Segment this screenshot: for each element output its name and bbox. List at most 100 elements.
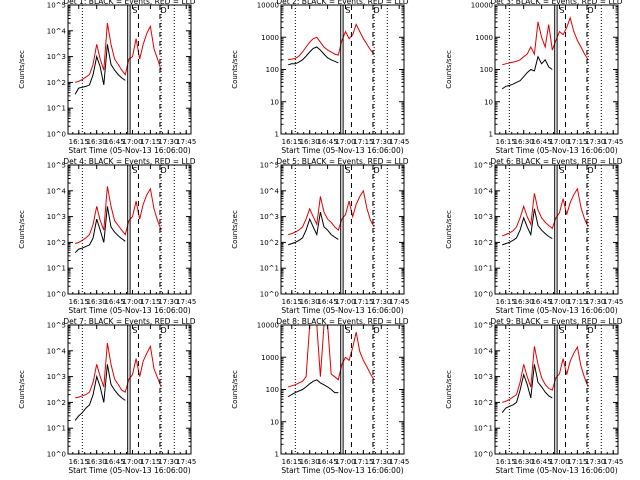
x-axis-title: Start Time (05-Nov-13 16:06:00)	[281, 306, 403, 315]
y-tick-label: 1	[275, 451, 279, 459]
x-tick-label: 17:45	[389, 298, 409, 306]
plot-frame	[280, 164, 405, 295]
x-tick-label: 16:15	[282, 458, 302, 466]
panel-title: Det 1: BLACK = Events, RED = LLD	[63, 0, 195, 6]
time-marker-glyph: S	[559, 326, 564, 335]
events-series-line	[288, 211, 339, 246]
x-tick-label: 16:45	[531, 298, 551, 306]
y-axis-title: Counts/sec	[231, 50, 239, 89]
y-tick-label: 10^4	[474, 187, 494, 195]
plot-frame	[280, 4, 405, 135]
events-series-line	[74, 364, 126, 421]
lld-series-line	[75, 342, 162, 399]
x-tick-label: 17:15	[353, 458, 373, 466]
y-tick-label: 10^4	[47, 27, 67, 35]
lld-series-line	[75, 186, 162, 245]
x-tick-label: 17:30	[158, 458, 178, 466]
x-tick-label: 17:30	[371, 458, 391, 466]
plot-frame	[494, 164, 619, 295]
panel-title: Det 2: BLACK = Events, RED = LLD	[276, 0, 408, 6]
x-tick-label: 16:30	[87, 458, 107, 466]
events-series-line	[501, 55, 553, 90]
x-tick-label: 17:15	[140, 138, 160, 146]
x-tick-label: 16:45	[317, 138, 337, 146]
x-tick-label: 16:45	[104, 138, 124, 146]
x-tick-label: 17:45	[603, 138, 623, 146]
y-axis-title: Counts/sec	[231, 370, 239, 409]
y-tick-label: 10000	[471, 2, 493, 10]
x-tick-label: 16:15	[282, 298, 302, 306]
y-tick-label: 10^3	[474, 213, 493, 221]
panel-title: Det 5: BLACK = Events, RED = LLD	[276, 157, 408, 166]
y-tick-label: 10^3	[47, 53, 66, 61]
y-tick-label: 1000	[475, 34, 493, 42]
lld-series-line	[288, 324, 375, 388]
y-axis-title: Counts/sec	[18, 370, 26, 409]
x-axis-title: Start Time (05-Nov-13 16:06:00)	[68, 306, 190, 315]
y-tick-label: 10^0	[260, 291, 279, 299]
y-tick-label: 10^0	[47, 291, 66, 299]
x-tick-label: 16:30	[87, 138, 107, 146]
y-tick-label: 10^5	[47, 2, 66, 10]
y-tick-label: 1	[275, 131, 279, 139]
time-marker-glyph: S	[559, 166, 564, 175]
y-tick-label: 10^0	[474, 291, 493, 299]
x-tick-label: 16:30	[514, 138, 534, 146]
events-series-line	[74, 44, 126, 95]
time-marker-glyph: S	[345, 166, 350, 175]
panel-title: Det 6: BLACK = Events, RED = LLD	[490, 157, 622, 166]
y-tick-label: 100	[266, 386, 279, 394]
y-tick-label: 10^2	[47, 399, 66, 407]
x-tick-label: 17:00	[549, 458, 569, 466]
y-tick-label: 10^2	[474, 399, 493, 407]
lld-series-line	[502, 187, 589, 237]
time-marker-glyph: D	[160, 6, 166, 15]
y-tick-label: 10^2	[474, 239, 493, 247]
y-tick-label: 10^4	[260, 187, 280, 195]
y-tick-label: 10^4	[474, 347, 494, 355]
x-axis-title: Start Time (05-Nov-13 16:06:00)	[68, 466, 190, 475]
y-tick-label: 10^3	[260, 213, 279, 221]
y-tick-label: 10^5	[474, 162, 493, 170]
y-tick-label: 10^1	[47, 105, 66, 113]
x-tick-label: 16:45	[531, 138, 551, 146]
plot-frame	[494, 324, 619, 455]
time-marker-glyph: D	[587, 6, 593, 15]
x-tick-label: 17:30	[585, 138, 605, 146]
y-tick-label: 10	[484, 98, 493, 106]
panel-title: Det 3: BLACK = Events, RED = LLD	[490, 0, 622, 6]
y-tick-label: 10^3	[47, 373, 66, 381]
time-marker-glyph: D	[373, 326, 379, 335]
y-tick-label: 1000	[261, 34, 279, 42]
time-marker-glyph: S	[345, 326, 350, 335]
x-axis-title: Start Time (05-Nov-13 16:06:00)	[495, 466, 617, 475]
x-tick-label: 17:30	[585, 298, 605, 306]
time-marker-glyph: D	[587, 166, 593, 175]
time-marker-glyph: D	[587, 326, 593, 335]
y-tick-label: 10^4	[47, 347, 67, 355]
y-tick-label: 10^1	[474, 425, 493, 433]
time-marker-glyph: S	[132, 166, 137, 175]
x-tick-label: 16:15	[496, 298, 516, 306]
y-tick-label: 10^0	[47, 131, 66, 139]
plot-frame	[67, 324, 192, 455]
x-axis-title: Start Time (05-Nov-13 16:06:00)	[495, 146, 617, 155]
time-marker-glyph: D	[160, 326, 166, 335]
lld-series-line	[75, 22, 162, 83]
x-tick-label: 17:00	[122, 138, 142, 146]
x-tick-label: 16:15	[69, 458, 89, 466]
x-tick-label: 16:45	[104, 298, 124, 306]
x-tick-label: 16:15	[496, 138, 516, 146]
plot-frame	[280, 324, 405, 455]
x-tick-label: 16:15	[69, 138, 89, 146]
x-tick-label: 17:00	[122, 458, 142, 466]
y-tick-label: 10^4	[47, 187, 67, 195]
y-tick-label: 10^1	[47, 425, 66, 433]
panel-title: Det 8: BLACK = Events, RED = LLD	[276, 317, 408, 326]
y-tick-label: 10^2	[47, 79, 66, 87]
x-tick-label: 17:15	[353, 298, 373, 306]
